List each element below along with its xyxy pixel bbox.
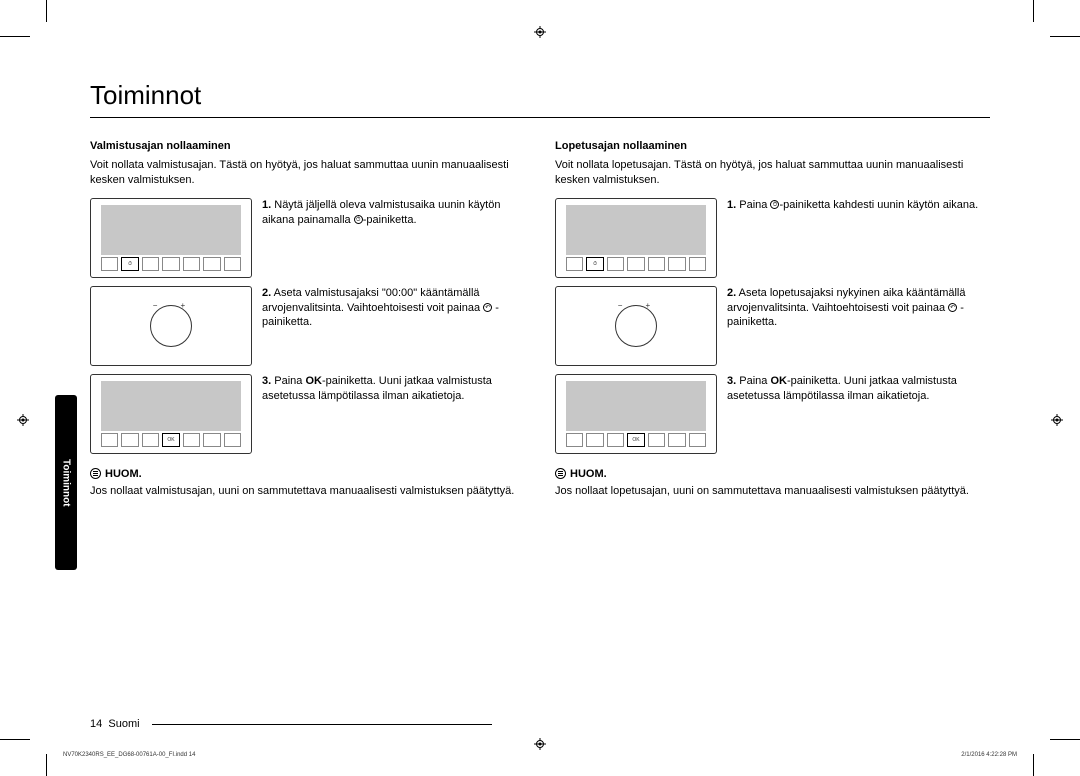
right-step3-text: 3. Paina OK-painiketta. Uuni jatkaa valm… [727, 374, 990, 404]
dial-figure: − · + [90, 286, 252, 366]
column-left: Valmistusajan nollaaminen Voit nollata v… [90, 140, 525, 499]
display-btn [607, 257, 624, 271]
display-btn [142, 433, 159, 447]
dial-circle [150, 305, 192, 347]
ok-button-icon: OK [162, 433, 179, 447]
crop-mark [1050, 36, 1080, 37]
right-intro: Voit nollata lopetusajan. Tästä on hyöty… [555, 158, 990, 188]
display-btn [224, 257, 241, 271]
display-buttons: OK [566, 433, 706, 447]
display-buttons: ⏱ [566, 257, 706, 271]
right-step2-text: 2. Aseta lopetusajaksi nykyinen aika kää… [727, 286, 990, 331]
crop-mark [0, 739, 30, 740]
display-figure: ⏱ [90, 198, 252, 278]
display-btn [101, 257, 118, 271]
page-content: Toiminnot Valmistusajan nollaaminen Voit… [90, 80, 990, 499]
display-btn [586, 433, 603, 447]
right-step-2: − · + 2. Aseta lopetusajaksi nykyinen ai… [555, 286, 990, 366]
right-step1-text: 1. Paina ⏱-painiketta kahdesti uunin käy… [727, 198, 990, 213]
right-step-3: OK 3. Paina OK-painiketta. Uuni jatkaa v… [555, 374, 990, 454]
registration-mark [534, 738, 546, 750]
left-step-1: ⏱ 1. Näytä jäljellä oleva valmistusaika … [90, 198, 525, 278]
display-btn [183, 257, 200, 271]
imprint-file: NV70K2340RS_EE_DG68-00761A-00_FI.indd 14 [63, 752, 195, 758]
display-btn [121, 433, 138, 447]
left-step-2: − · + 2. Aseta valmistusajaksi "00:00" k… [90, 286, 525, 366]
right-heading: Lopetusajan nollaaminen [555, 140, 990, 152]
clock-icon: ⏱ [121, 257, 138, 271]
display-btn [648, 257, 665, 271]
imprint-timestamp: 2/1/2016 4:22:28 PM [961, 752, 1017, 758]
display-btn [566, 257, 583, 271]
note-icon [90, 468, 101, 479]
footer: 14 Suomi [90, 718, 492, 730]
back-icon: ↶ [948, 303, 957, 312]
crop-mark [46, 0, 47, 22]
ok-button-icon: OK [627, 433, 644, 447]
footer-lang: Suomi [108, 718, 139, 730]
display-btn [566, 433, 583, 447]
display-btn [183, 433, 200, 447]
registration-mark [1051, 414, 1063, 426]
display-btn [668, 257, 685, 271]
crop-mark [0, 36, 30, 37]
display-btn [689, 433, 706, 447]
page-title: Toiminnot [90, 80, 990, 118]
columns: Valmistusajan nollaaminen Voit nollata v… [90, 140, 990, 499]
left-step1-text: 1. Näytä jäljellä oleva valmistusaika uu… [262, 198, 525, 228]
right-note-body: Jos nollaat lopetusajan, uuni on sammute… [555, 484, 990, 499]
registration-mark [17, 414, 29, 426]
left-step2-text: 2. Aseta valmistusajaksi "00:00" kääntäm… [262, 286, 525, 331]
display-buttons: ⏱ [101, 257, 241, 271]
display-btn [142, 257, 159, 271]
dial-circle [615, 305, 657, 347]
display-screen [101, 381, 241, 431]
dial-figure: − · + [555, 286, 717, 366]
clock-icon: ⏱ [586, 257, 603, 271]
display-figure: OK [555, 374, 717, 454]
right-step-1: ⏱ 1. Paina ⏱-painiketta kahdesti uunin k… [555, 198, 990, 278]
footer-rule [152, 724, 492, 725]
display-btn [203, 257, 220, 271]
display-btn [607, 433, 624, 447]
registration-mark [534, 26, 546, 38]
right-note-heading: HUOM. [555, 468, 990, 480]
left-note-heading: HUOM. [90, 468, 525, 480]
display-buttons: OK [101, 433, 241, 447]
display-btn [101, 433, 118, 447]
left-heading: Valmistusajan nollaaminen [90, 140, 525, 152]
display-btn [668, 433, 685, 447]
column-right: Lopetusajan nollaaminen Voit nollata lop… [555, 140, 990, 499]
crop-mark [46, 754, 47, 776]
display-figure: ⏱ [555, 198, 717, 278]
display-screen [566, 205, 706, 255]
left-intro: Voit nollata valmistusajan. Tästä on hyö… [90, 158, 525, 188]
display-btn [648, 433, 665, 447]
clock-icon: ⏱ [354, 215, 363, 224]
display-btn [203, 433, 220, 447]
note-icon [555, 468, 566, 479]
left-note-body: Jos nollaat valmistusajan, uuni on sammu… [90, 484, 525, 499]
page-number: 14 [90, 718, 102, 730]
left-step3-text: 3. Paina OK-painiketta. Uuni jatkaa valm… [262, 374, 525, 404]
display-btn [689, 257, 706, 271]
display-screen [566, 381, 706, 431]
display-btn [224, 433, 241, 447]
display-screen [101, 205, 241, 255]
left-step-3: OK 3. Paina OK-painiketta. Uuni jatkaa v… [90, 374, 525, 454]
side-tab: Toiminnot [55, 395, 77, 570]
crop-mark [1033, 0, 1034, 22]
display-btn [627, 257, 644, 271]
crop-mark [1033, 754, 1034, 776]
back-icon: ↶ [483, 303, 492, 312]
crop-mark [1050, 739, 1080, 740]
display-btn [162, 257, 179, 271]
display-figure: OK [90, 374, 252, 454]
